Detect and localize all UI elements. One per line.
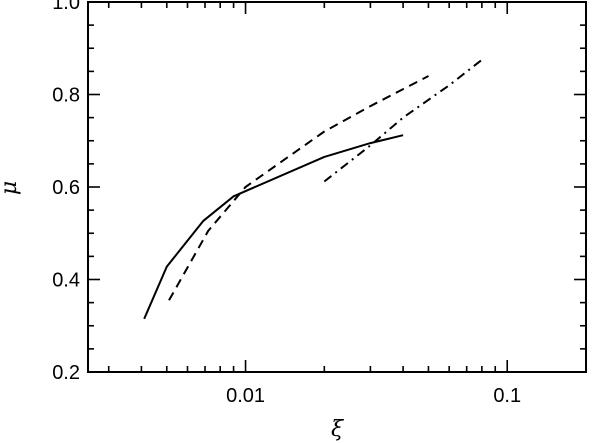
y-tick-label: 0.6	[52, 177, 80, 199]
axis-ticks	[88, 1, 587, 373]
y-axis-label: μ	[0, 181, 22, 195]
x-tick-label: 0.1	[493, 385, 521, 407]
y-tick-label: 1.0	[52, 0, 80, 14]
series-line-dashdot	[323, 59, 483, 183]
plot-frame	[87, 1, 587, 373]
y-tick-label: 0.8	[52, 85, 80, 107]
y-tick-label: 0.2	[52, 362, 80, 384]
series-line-dashed	[168, 75, 429, 301]
axis-tick-labels: 0.2 0.4 0.6 0.8 1.0 0.01 0.1	[52, 0, 521, 407]
data-series	[143, 59, 483, 320]
x-axis-label: ξ	[331, 417, 345, 442]
series-line-solid	[143, 134, 404, 320]
y-tick-label: 0.4	[52, 270, 80, 292]
x-tick-label: 0.01	[226, 385, 265, 407]
